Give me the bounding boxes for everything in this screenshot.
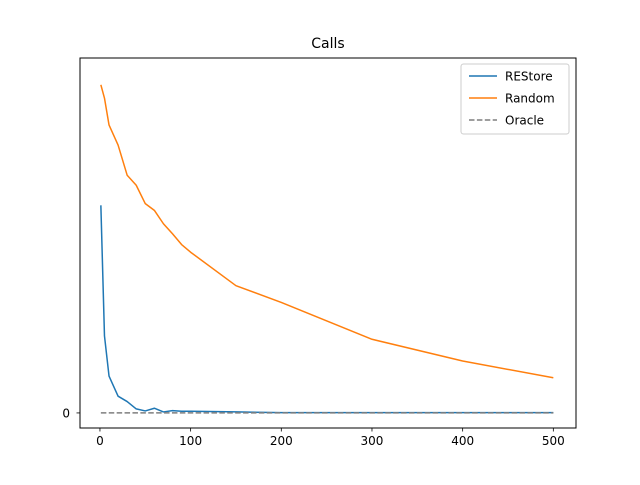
x-tick-label: 0 <box>96 434 104 448</box>
series-layer <box>100 84 554 414</box>
plot-frame <box>79 57 577 429</box>
legend: REStore Random Oracle <box>460 63 570 135</box>
series-line-random <box>100 84 554 379</box>
legend-label-oracle: Oracle <box>505 114 544 128</box>
x-tick-label: 100 <box>179 434 202 448</box>
x-tick-label: 200 <box>270 434 293 448</box>
legend-box <box>460 63 570 135</box>
legend-label-restore: REStore <box>505 70 553 84</box>
x-tick-label: 500 <box>542 434 565 448</box>
x-axis: 0 100 200 300 400 500 <box>96 428 565 448</box>
chart-title: Calls <box>311 36 344 52</box>
y-tick-label: 0 <box>62 406 70 420</box>
x-tick-label: 400 <box>451 434 474 448</box>
legend-label-random: Random <box>505 92 555 106</box>
x-tick-label: 300 <box>361 434 384 448</box>
y-axis: 0 <box>62 406 80 420</box>
